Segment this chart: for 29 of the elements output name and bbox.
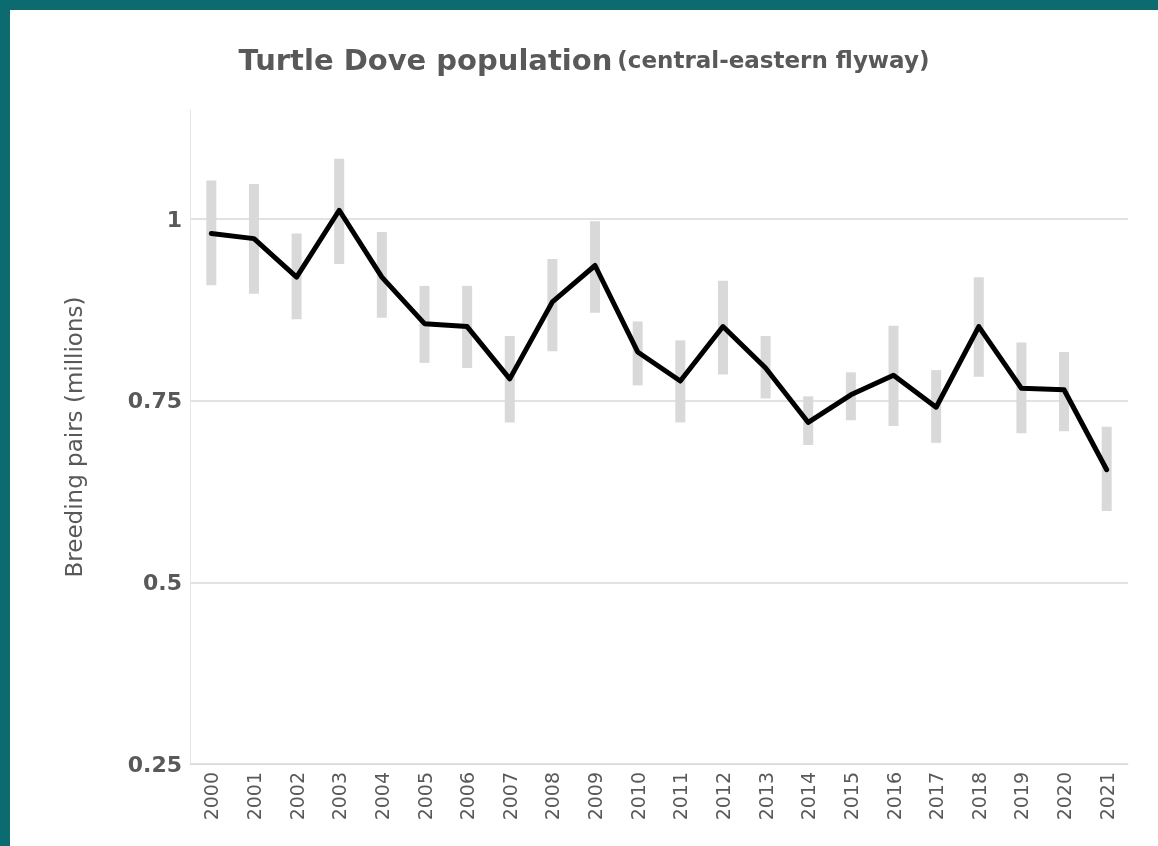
x-tick-label: 2004 bbox=[370, 772, 393, 821]
y-tick-label: 0.5 bbox=[143, 569, 182, 595]
x-tick-label: 2016 bbox=[882, 772, 905, 821]
x-tick-label: 2005 bbox=[413, 772, 436, 821]
x-tick-label: 2009 bbox=[584, 772, 607, 821]
chart-subtitle: (central-eastern flyway) bbox=[617, 46, 930, 73]
y-axis-title: Breeding pairs (millions) bbox=[60, 296, 87, 578]
chart-title: Turtle Dove population bbox=[238, 42, 613, 77]
x-tick-label: 2003 bbox=[328, 772, 351, 821]
y-tick-label: 0.25 bbox=[127, 751, 182, 777]
x-tick-label: 2013 bbox=[754, 772, 777, 821]
x-tick-label: 2000 bbox=[200, 772, 223, 821]
y-tick-label: 0.75 bbox=[127, 388, 182, 414]
y-tick-label: 1 bbox=[166, 206, 182, 232]
x-tick-label: 2015 bbox=[839, 772, 862, 821]
x-tick-label: 2006 bbox=[456, 772, 479, 821]
x-tick-label: 2020 bbox=[1053, 772, 1076, 821]
x-tick-label: 2002 bbox=[285, 772, 308, 821]
x-tick-label: 2007 bbox=[498, 772, 521, 821]
x-tick-label: 2017 bbox=[925, 772, 948, 821]
x-tick-label: 2014 bbox=[797, 772, 820, 821]
x-tick-label: 2018 bbox=[967, 772, 990, 821]
x-tick-label: 2010 bbox=[626, 772, 649, 821]
x-tick-label: 2012 bbox=[711, 772, 734, 821]
x-tick-label: 2008 bbox=[541, 772, 564, 821]
x-tick-label: 2021 bbox=[1095, 772, 1118, 821]
x-tick-label: 2011 bbox=[669, 772, 692, 821]
x-tick-label: 2019 bbox=[1010, 772, 1033, 821]
x-tick-label: 2001 bbox=[242, 772, 265, 821]
